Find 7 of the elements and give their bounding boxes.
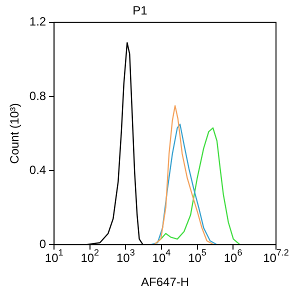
y-tick-label: 0.4	[29, 162, 46, 177]
y-tick-label: 0.8	[29, 88, 46, 103]
y-tick-label: 0	[39, 236, 46, 251]
x-axis-title: AF647-H	[141, 275, 190, 290]
y-tick-label: 1.2	[29, 14, 46, 29]
chart-title: P1	[132, 4, 148, 18]
y-axis-title: Count (10³)	[8, 103, 22, 164]
